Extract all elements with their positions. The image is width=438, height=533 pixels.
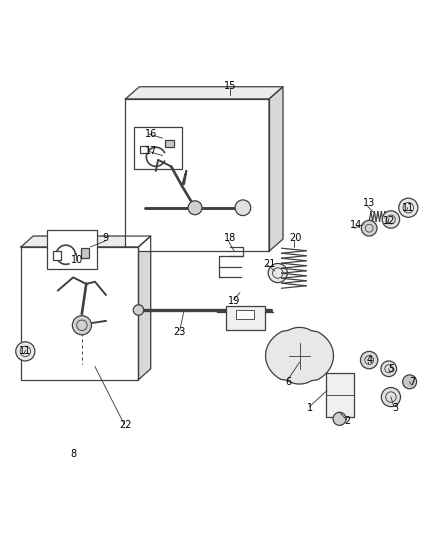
Polygon shape bbox=[265, 327, 333, 384]
Text: 14: 14 bbox=[350, 220, 362, 230]
Text: 7: 7 bbox=[410, 377, 416, 387]
Bar bbox=[81, 248, 89, 258]
Polygon shape bbox=[138, 236, 151, 379]
Bar bbox=[134, 127, 182, 168]
Circle shape bbox=[361, 220, 377, 236]
Bar bbox=[140, 146, 148, 154]
Text: 3: 3 bbox=[392, 403, 398, 413]
Circle shape bbox=[403, 375, 417, 389]
Text: 18: 18 bbox=[224, 233, 236, 243]
Circle shape bbox=[333, 413, 346, 425]
Circle shape bbox=[382, 211, 399, 228]
Text: 20: 20 bbox=[289, 233, 301, 243]
Text: 17: 17 bbox=[145, 146, 158, 156]
Circle shape bbox=[399, 198, 418, 217]
Text: 13: 13 bbox=[363, 198, 375, 208]
Circle shape bbox=[16, 342, 35, 361]
Polygon shape bbox=[21, 236, 151, 247]
Bar bbox=[47, 230, 97, 269]
Circle shape bbox=[268, 263, 287, 282]
Text: 10: 10 bbox=[71, 255, 84, 265]
Text: 12: 12 bbox=[382, 216, 395, 226]
Circle shape bbox=[235, 200, 251, 215]
Circle shape bbox=[188, 201, 202, 215]
Text: 4: 4 bbox=[366, 355, 372, 365]
Text: 15: 15 bbox=[224, 81, 236, 91]
Bar bbox=[165, 140, 174, 147]
Text: 11: 11 bbox=[402, 203, 414, 213]
Bar bbox=[226, 305, 265, 329]
Circle shape bbox=[72, 316, 92, 335]
Bar bbox=[125, 99, 269, 251]
Text: 6: 6 bbox=[286, 377, 292, 387]
Text: 11: 11 bbox=[19, 346, 32, 357]
Circle shape bbox=[360, 351, 378, 369]
Polygon shape bbox=[269, 87, 283, 251]
Text: 9: 9 bbox=[103, 233, 109, 243]
Bar bbox=[21, 247, 138, 379]
Text: 22: 22 bbox=[119, 421, 132, 430]
Polygon shape bbox=[125, 87, 283, 99]
Text: 8: 8 bbox=[70, 449, 76, 458]
Text: 16: 16 bbox=[145, 129, 158, 139]
Circle shape bbox=[381, 361, 396, 377]
Circle shape bbox=[381, 387, 400, 407]
Text: 23: 23 bbox=[173, 327, 186, 337]
Text: 1: 1 bbox=[307, 403, 314, 413]
Text: 19: 19 bbox=[228, 296, 240, 306]
Text: 2: 2 bbox=[344, 416, 350, 426]
Circle shape bbox=[133, 305, 144, 315]
Text: 5: 5 bbox=[388, 364, 394, 374]
Text: 21: 21 bbox=[263, 260, 275, 269]
Bar bbox=[237, 310, 254, 319]
Bar bbox=[325, 373, 354, 417]
Bar bbox=[53, 251, 61, 260]
